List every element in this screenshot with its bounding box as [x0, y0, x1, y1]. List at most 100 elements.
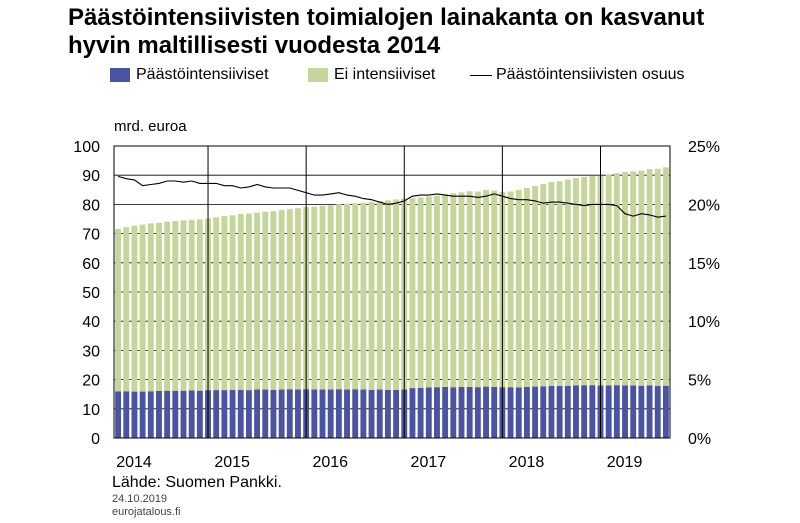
line-emission-share: [117, 175, 666, 218]
bar-non-intensive: [344, 203, 350, 390]
bar-emission-intensive: [491, 386, 498, 438]
bar-emission-intensive: [115, 391, 122, 438]
bar-emission-intensive: [147, 391, 154, 438]
bar-emission-intensive: [221, 390, 228, 438]
bar-non-intensive: [393, 199, 400, 390]
bar-emission-intensive: [523, 386, 530, 438]
bar-non-intensive: [425, 196, 432, 388]
bar-non-intensive: [556, 181, 563, 387]
legend-label-share: Päästöintensiivisten osuus: [496, 66, 685, 83]
bar-non-intensive: [188, 219, 195, 391]
bar-emission-intensive: [335, 389, 342, 438]
legend-item-non-intensive: Ei intensiiviset: [308, 66, 435, 84]
bar-emission-intensive: [450, 387, 457, 438]
share-line-group: [117, 175, 666, 218]
bar-non-intensive: [327, 205, 334, 390]
bar-emission-intensive: [638, 385, 645, 438]
bars: [115, 167, 669, 438]
y-tick-left-label: 70: [82, 227, 100, 244]
bar-non-intensive: [409, 198, 416, 389]
bar-non-intensive: [295, 208, 301, 390]
bar-non-intensive: [466, 191, 473, 387]
bar-emission-intensive: [164, 390, 171, 438]
bar-non-intensive: [523, 188, 530, 387]
y-tick-left-label: 80: [82, 197, 100, 214]
bar-emission-intensive: [376, 389, 383, 438]
publish-date: 24.10.2019: [112, 493, 168, 505]
bar-non-intensive: [270, 211, 277, 390]
bar-non-intensive: [115, 228, 122, 392]
bar-emission-intensive: [237, 389, 244, 438]
bar-non-intensive: [286, 209, 293, 390]
bar-emission-intensive: [564, 385, 571, 438]
bar-emission-intensive: [483, 386, 489, 438]
bar-non-intensive: [229, 215, 236, 390]
bar-emission-intensive: [180, 390, 187, 438]
y-tick-right-label: 10%: [688, 314, 720, 331]
bar-non-intensive: [131, 225, 138, 392]
bar-non-intensive: [622, 171, 628, 386]
legend-swatch-emission-intensive: [110, 68, 130, 82]
bar-non-intensive: [262, 211, 269, 390]
bar-emission-intensive: [344, 389, 350, 438]
bar-emission-intensive: [352, 389, 359, 438]
bar-non-intensive: [352, 203, 359, 390]
bar-emission-intensive: [613, 385, 620, 438]
bar-emission-intensive: [605, 385, 612, 438]
bar-emission-intensive: [368, 389, 375, 438]
y-tick-right-label: 15%: [688, 256, 720, 273]
bar-non-intensive: [180, 220, 187, 391]
bar-emission-intensive: [507, 387, 514, 438]
y-axis-left-label: mrd. euroa: [114, 118, 187, 135]
bar-emission-intensive: [229, 389, 236, 438]
bar-emission-intensive: [662, 385, 669, 438]
bar-non-intensive: [278, 209, 285, 390]
y-tick-right-label: 5%: [688, 373, 711, 390]
chart-title: Päästöintensiivisten toimialojen lainaka…: [68, 4, 705, 59]
y-tick-left-label: 100: [73, 139, 100, 156]
bar-non-intensive: [417, 197, 424, 388]
bar-emission-intensive: [540, 386, 547, 438]
bar-non-intensive: [589, 175, 596, 386]
bar-emission-intensive: [622, 385, 628, 438]
bar-non-intensive: [384, 200, 391, 390]
bar-emission-intensive: [458, 386, 465, 438]
source-note: Lähde: Suomen Pankki.: [112, 474, 282, 491]
bar-emission-intensive: [188, 390, 195, 438]
bar-non-intensive: [368, 201, 375, 390]
bar-emission-intensive: [581, 385, 588, 438]
bar-emission-intensive: [474, 387, 481, 438]
site-name: eurojatalous.fi: [112, 506, 181, 518]
bar-non-intensive: [450, 193, 457, 388]
bar-emission-intensive: [286, 389, 293, 438]
bar-emission-intensive: [123, 391, 130, 438]
y-tick-left-label: 0: [91, 431, 100, 448]
y-axis-right-ticks: 0% 5% 10% 15% 20% 25%: [688, 139, 720, 448]
bar-non-intensive: [491, 190, 498, 387]
bar-emission-intensive: [278, 389, 285, 438]
x-tick-year-label: 2018: [509, 454, 545, 471]
bar-non-intensive: [376, 200, 383, 390]
bar-emission-intensive: [409, 388, 416, 438]
bar-non-intensive: [123, 227, 130, 392]
bar-non-intensive: [613, 173, 620, 386]
bar-non-intensive: [335, 204, 342, 390]
bar-non-intensive: [605, 174, 612, 386]
bar-non-intensive: [221, 216, 228, 391]
bar-emission-intensive: [131, 391, 138, 438]
bar-emission-intensive: [319, 389, 326, 438]
bar-non-intensive: [213, 217, 220, 391]
legend-swatch-non-intensive: [308, 68, 328, 82]
y-tick-left-label: 20: [82, 373, 100, 390]
legend-label-emission-intensive: Päästöintensiiviset: [136, 66, 269, 83]
bar-emission-intensive: [466, 386, 473, 438]
bar-non-intensive: [483, 189, 489, 387]
bar-non-intensive: [196, 219, 203, 391]
x-tick-year-label: 2014: [116, 454, 152, 471]
bar-emission-intensive: [196, 390, 203, 438]
bar-emission-intensive: [442, 386, 449, 438]
bar-non-intensive: [156, 222, 162, 391]
x-axis-ticks: 2014 2015 2016 2017 2018 2019: [116, 454, 642, 471]
legend-item-emission-intensive: Päästöintensiiviset: [110, 66, 269, 84]
y-tick-left-label: 30: [82, 343, 100, 360]
